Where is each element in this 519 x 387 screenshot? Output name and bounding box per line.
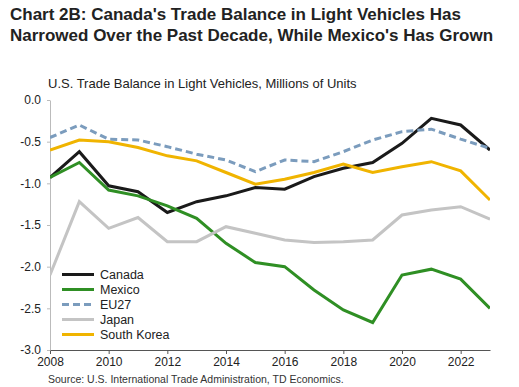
y-tick: -0.5 [20, 135, 50, 149]
x-tick: 2016 [272, 350, 299, 369]
legend: CanadaMexicoEU27JapanSouth Korea [62, 268, 170, 342]
x-tick-label: 2018 [330, 355, 357, 369]
y-tick-label: -2.5 [20, 302, 41, 316]
y-tick-mark [47, 142, 50, 143]
y-axis: 0.0 -0.5 -1.0 -1.5 -2.0 -2.5 -3.0 [20, 93, 50, 357]
x-tick: 2020 [389, 350, 416, 369]
y-tick-mark [47, 350, 50, 351]
y-tick-label: -3.0 [20, 343, 41, 357]
legend-label: EU27 [100, 298, 131, 312]
y-tick: -1.5 [20, 218, 50, 232]
legend-label: Mexico [100, 283, 140, 297]
x-tick: 2010 [96, 350, 123, 369]
x-tick-label: 2014 [213, 355, 240, 369]
x-tick-label: 2020 [389, 355, 416, 369]
subtitle: U.S. Trade Balance in Light Vehicles, Mi… [48, 76, 357, 91]
y-tick-label: -1.0 [20, 177, 41, 191]
y-tick-mark [47, 308, 50, 309]
lines [50, 118, 490, 322]
x-tick-label: 2012 [154, 355, 181, 369]
x-tick-mark [226, 350, 227, 354]
series-line [50, 202, 490, 275]
x-tick-label: 2022 [448, 355, 475, 369]
y-tick-mark [47, 225, 50, 226]
x-axis-line [51, 350, 491, 351]
series-line [50, 163, 490, 323]
series-line [50, 118, 490, 212]
legend-swatch [62, 288, 94, 291]
x-tick: 2014 [213, 350, 240, 369]
title: Chart 2B: Canada's Trade Balance in Ligh… [10, 5, 493, 45]
x-tick: 2022 [448, 350, 475, 369]
y-tick-mark [47, 267, 50, 268]
source: Source: U.S. International Trade Adminis… [48, 373, 344, 385]
legend-label: Japan [100, 313, 134, 327]
y-tick-mark [47, 100, 50, 101]
chart: Chart 2B: Canada's Trade Balance in Ligh… [0, 0, 519, 387]
y-tick-label: 0.0 [24, 93, 41, 107]
series-line [50, 125, 490, 172]
y-tick: 0.0 [24, 93, 50, 107]
legend-label: Canada [100, 268, 144, 282]
legend-swatch [62, 273, 94, 276]
y-tick-mark [47, 183, 50, 184]
x-tick-mark [167, 350, 168, 354]
x-tick-mark [343, 350, 344, 354]
x-axis: 2008 2010 2012 2014 2016 2018 2020 2022 [37, 350, 490, 369]
y-tick: -3.0 [20, 343, 50, 357]
y-tick: -1.0 [20, 177, 50, 191]
x-tick-mark [50, 350, 51, 354]
x-tick-mark [461, 350, 462, 354]
x-tick: 2012 [154, 350, 181, 369]
x-tick-label: 2008 [37, 355, 64, 369]
series-line [50, 140, 490, 200]
y-tick-label: -0.5 [20, 135, 41, 149]
x-tick: 2008 [37, 350, 64, 369]
y-tick: -2.0 [20, 260, 50, 274]
x-tick-mark [109, 350, 110, 354]
legend-swatch [62, 333, 94, 336]
legend-label: South Korea [100, 328, 170, 342]
legend-swatch [62, 303, 94, 306]
y-tick: -2.5 [20, 302, 50, 316]
x-tick-mark [285, 350, 286, 354]
x-tick-label: 2010 [96, 355, 123, 369]
x-tick-label: 2016 [272, 355, 299, 369]
x-tick-mark [402, 350, 403, 354]
y-tick-label: -2.0 [20, 260, 41, 274]
x-tick: 2018 [330, 350, 357, 369]
y-tick-label: -1.5 [20, 218, 41, 232]
legend-swatch [62, 318, 94, 321]
